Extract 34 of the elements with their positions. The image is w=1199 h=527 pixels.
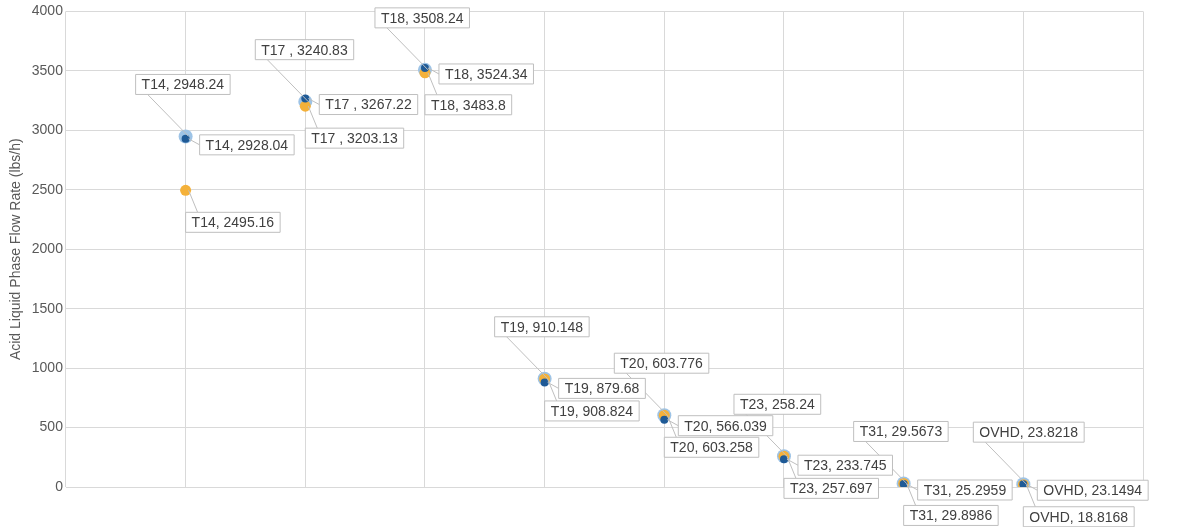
y-tick-label: 4000: [31, 2, 64, 19]
data-label: T31, 29.8986: [909, 507, 993, 524]
data-label: T17 , 3203.13: [311, 130, 398, 147]
data-label: T19, 879.68: [564, 380, 640, 397]
data-label: T14, 2495.16: [191, 214, 275, 231]
data-label: T18, 3524.34: [444, 65, 528, 82]
y-tick-label: 1500: [31, 299, 64, 316]
data-label: T18, 3483.8: [430, 96, 506, 113]
data-label: T19, 910.148: [500, 318, 584, 335]
data-label: OVHD, 18.8168: [1029, 508, 1129, 525]
data-label: T17 , 3240.83: [261, 41, 348, 58]
data-label: T18, 3508.24: [380, 9, 464, 26]
data-label: T14, 2928.04: [205, 136, 289, 153]
y-tick-label: 0: [55, 477, 64, 494]
data-label: T23, 258.24: [739, 396, 815, 413]
data-label: T17 , 3267.22: [325, 96, 412, 113]
data-label: T31, 25.2959: [923, 481, 1007, 498]
data-label: T23, 257.697: [789, 480, 873, 497]
data-label: T14, 2948.24: [141, 76, 225, 93]
y-tick-label: 3500: [31, 61, 64, 78]
y-tick-label: 1000: [31, 358, 64, 375]
data-label: T19, 908.824: [550, 402, 634, 419]
data-label: OVHD, 23.8218: [979, 424, 1079, 441]
data-label: T20, 603.258: [670, 439, 754, 456]
data-label: T20, 603.776: [620, 355, 704, 372]
y-tick-label: 500: [39, 418, 64, 435]
data-label: T23, 233.745: [803, 457, 887, 474]
data-label: T20, 566.039: [684, 417, 768, 434]
data-label: T31, 29.5673: [859, 423, 943, 440]
y-tick-label: 3000: [31, 121, 64, 138]
y-tick-label: 2500: [31, 180, 64, 197]
y-tick-label: 2000: [31, 240, 64, 257]
y-axis-title: Acid Liquid Phase Flow Rate (lbs/h): [7, 138, 24, 361]
data-label: OVHD, 23.1494: [1043, 482, 1143, 499]
